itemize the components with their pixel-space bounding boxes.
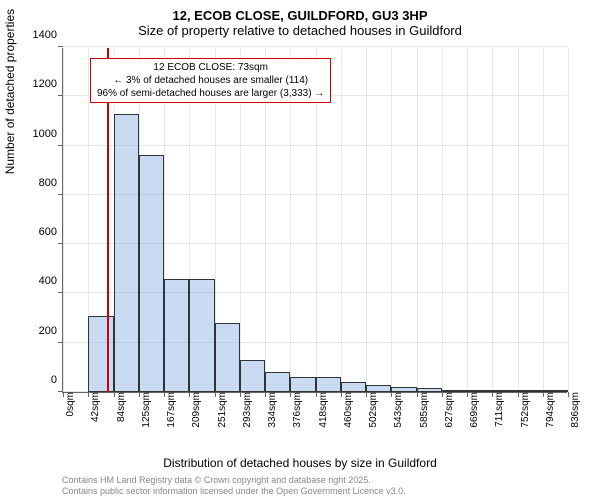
x-tick-label: 543sqm [387,392,404,428]
histogram-bar [366,385,391,392]
histogram-bar [543,390,568,392]
x-tick-label: 42sqm [84,392,101,422]
x-tick-label: 711sqm [488,392,505,427]
histogram-bar [164,279,189,392]
annotation-line2: ← 3% of detached houses are smaller (114… [97,74,324,87]
x-tick-label: 209sqm [185,392,202,428]
gridline-v [63,48,64,392]
histogram-bar [391,387,416,392]
y-tick-label: 1200 [17,78,57,90]
footer-attribution: Contains HM Land Registry data © Crown c… [62,475,406,498]
histogram-bar [290,377,315,392]
histogram-bar [518,390,543,392]
gridline-v [543,48,544,392]
x-tick-label: 125sqm [135,392,152,428]
histogram-bar [189,279,214,392]
x-tick-label: 418sqm [312,392,329,428]
gridline-v [492,48,493,392]
x-tick-label: 752sqm [514,392,531,428]
gridline-v [417,48,418,392]
gridline-v [366,48,367,392]
chart-title-2: Size of property relative to detached ho… [0,23,600,42]
y-tick-label: 1400 [17,29,57,41]
x-tick-label: 84sqm [110,392,127,422]
x-tick-label: 293sqm [236,392,253,428]
y-axis-label: Number of detached properties [3,9,17,174]
histogram-bar [114,114,139,392]
x-tick-label: 0sqm [59,392,76,416]
histogram-bar [417,388,442,392]
annotation-box: 12 ECOB CLOSE: 73sqm ← 3% of detached ho… [90,58,331,103]
gridline-v [391,48,392,392]
x-tick-label: 794sqm [539,392,556,428]
gridline-v [442,48,443,392]
y-tick-label: 600 [17,226,57,238]
x-tick-label: 836sqm [564,392,581,428]
histogram-bar [341,382,366,392]
x-tick-label: 334sqm [261,392,278,428]
histogram-bar [492,390,517,392]
histogram-bar [88,316,113,392]
x-tick-label: 460sqm [337,392,354,428]
chart-title-1: 12, ECOB CLOSE, GUILDFORD, GU3 3HP [0,0,600,23]
x-tick-label: 167sqm [160,392,177,428]
annotation-line1: 12 ECOB CLOSE: 73sqm [97,61,324,74]
chart-container: 12, ECOB CLOSE, GUILDFORD, GU3 3HP Size … [0,0,600,500]
x-tick-label: 251sqm [211,392,228,428]
histogram-bar [467,390,492,392]
histogram-bar [316,377,341,392]
histogram-bar [139,155,164,392]
x-axis-label: Distribution of detached houses by size … [0,456,600,470]
histogram-bar [240,360,265,392]
y-tick-label: 400 [17,275,57,287]
histogram-bar [215,323,240,392]
y-tick-label: 800 [17,177,57,189]
footer-line1: Contains HM Land Registry data © Crown c… [62,475,406,486]
gridline-v [467,48,468,392]
x-tick-label: 585sqm [413,392,430,428]
gridline-h [63,46,567,47]
footer-line2: Contains public sector information licen… [62,486,406,497]
y-tick [58,46,63,47]
histogram-bar [265,372,290,392]
x-tick-label: 376sqm [286,392,303,428]
histogram-bar [442,390,467,392]
y-tick-label: 0 [17,374,57,386]
x-tick-label: 502sqm [362,392,379,428]
x-tick-label: 669sqm [463,392,480,428]
y-tick-label: 1000 [17,128,57,140]
gridline-v [518,48,519,392]
annotation-line3: 96% of semi-detached houses are larger (… [97,87,324,100]
y-tick-label: 200 [17,325,57,337]
gridline-v [568,48,569,392]
x-tick-label: 627sqm [438,392,455,428]
gridline-v [341,48,342,392]
